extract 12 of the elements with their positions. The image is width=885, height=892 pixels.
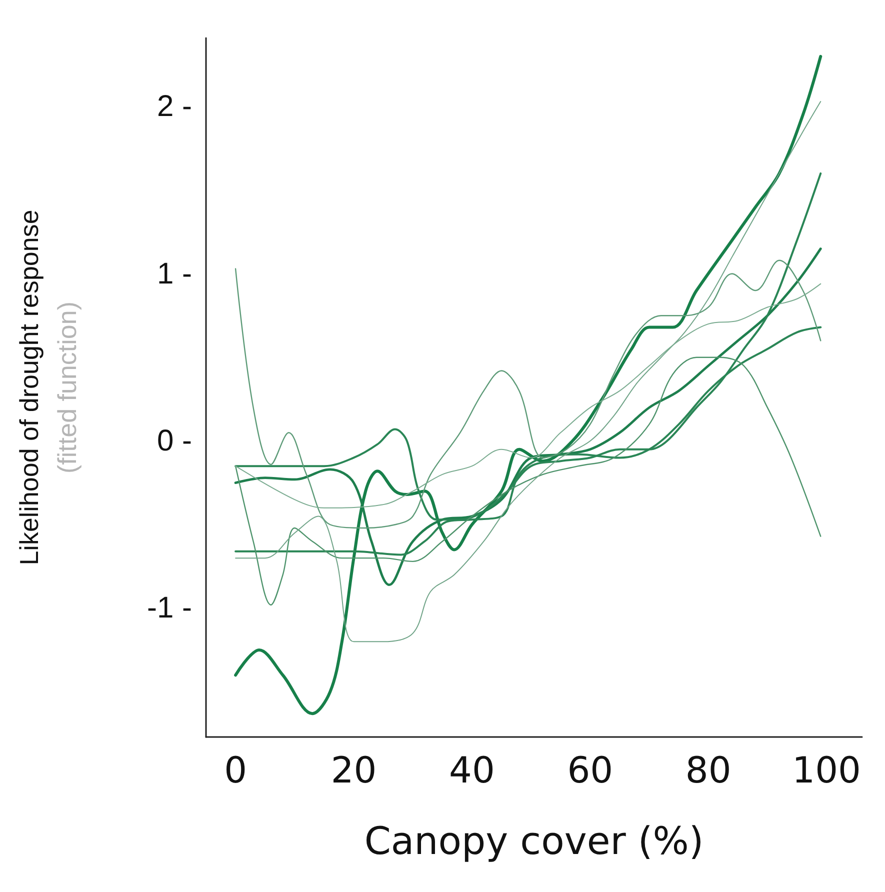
x-tick-label: 0 (224, 750, 248, 792)
y-axis-title: Likelihood of drought response (fitted function) (14, 210, 82, 566)
y-tick-label: 0 - (156, 424, 192, 458)
y-tick-label: 2 - (156, 90, 192, 124)
x-tick-label: 100 (792, 750, 861, 792)
x-axis-title: Canopy cover (%) (364, 819, 704, 863)
x-tick-label: 20 (330, 750, 377, 792)
x-tick-label: 60 (567, 750, 614, 792)
y-tick-label: 1 - (156, 257, 192, 290)
y-tick-label: -1 - (147, 592, 192, 625)
x-tick-label: 40 (449, 750, 495, 792)
x-tick-label: 80 (685, 750, 732, 792)
